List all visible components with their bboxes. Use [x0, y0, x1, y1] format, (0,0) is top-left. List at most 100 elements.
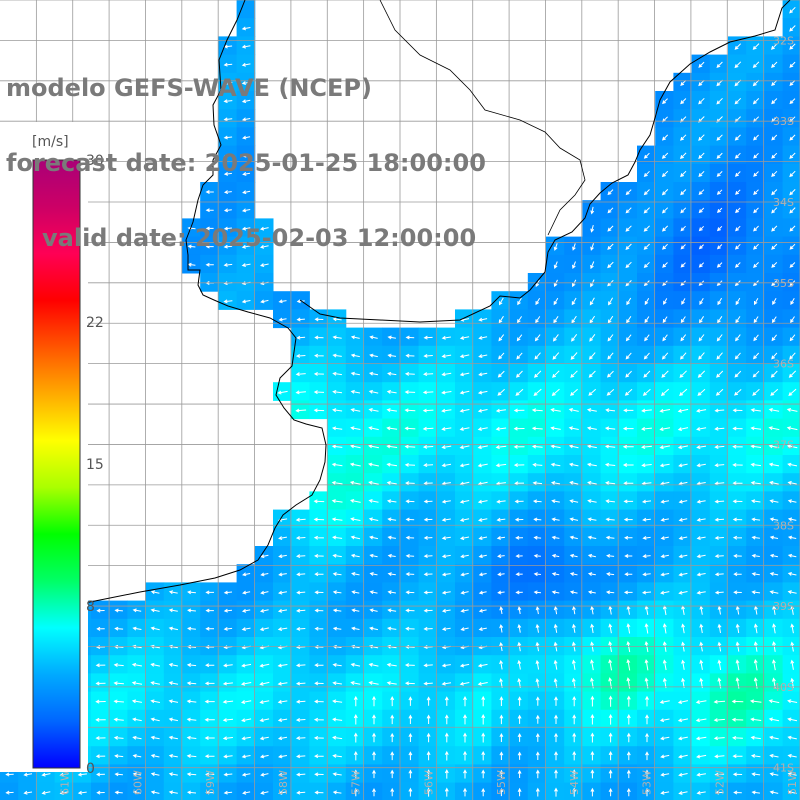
- wind-cell: [345, 764, 365, 784]
- wind-cell: [473, 782, 492, 800]
- wind-cell: [746, 345, 765, 365]
- wind-cell: [782, 345, 800, 365]
- wind-arrow: [113, 717, 124, 722]
- wind-cell: [364, 764, 383, 784]
- wind-arrow: [278, 536, 287, 540]
- wind-arrow: [368, 499, 379, 503]
- wind-arrow: [605, 499, 615, 504]
- wind-arrow: [459, 536, 470, 541]
- wind-cell: [163, 673, 183, 693]
- wind-cell: [254, 291, 274, 310]
- wind-cell: [273, 691, 292, 711]
- wind-arrow: [423, 353, 433, 358]
- wind-cell: [618, 618, 638, 638]
- wind-cell: [655, 491, 674, 511]
- wind-cell: [327, 564, 347, 583]
- wind-arrow: [786, 444, 798, 449]
- wind-cell: [746, 254, 765, 274]
- wind-arrow: [296, 572, 306, 577]
- wind-arrow: [714, 499, 725, 504]
- lat-label: 32S: [773, 34, 794, 47]
- wind-cell: [655, 546, 674, 565]
- wind-cell: [655, 418, 674, 438]
- wind-cell: [418, 400, 438, 420]
- wind-cell: [436, 764, 456, 784]
- wind-cell: [455, 455, 474, 474]
- wind-arrow: [677, 427, 689, 431]
- wind-arrow: [187, 262, 196, 267]
- wind-cell: [418, 691, 438, 711]
- wind-cell: [182, 582, 201, 602]
- wind-cell: [618, 236, 638, 256]
- wind-arrow: [295, 408, 307, 413]
- wind-arrow: [696, 499, 706, 504]
- forecast-date: forecast date: 2025-01-25 18:00:00: [6, 149, 486, 177]
- wind-cell: [345, 418, 365, 438]
- wind-cell: [637, 473, 656, 492]
- wind-arrow: [608, 605, 613, 615]
- wind-cell: [764, 491, 784, 511]
- wind-arrow: [514, 481, 525, 486]
- wind-arrow: [332, 699, 343, 704]
- wind-arrow: [731, 717, 744, 722]
- wind-cell: [691, 436, 711, 456]
- wind-arrow: [241, 99, 251, 104]
- wind-arrow: [77, 772, 87, 777]
- wind-arrow: [114, 772, 123, 777]
- wind-cell: [418, 746, 438, 765]
- wind-arrow: [787, 572, 797, 576]
- wind-cell: [218, 655, 238, 674]
- wind-cell: [236, 254, 256, 274]
- wind-cell: [709, 364, 729, 383]
- wind-arrow: [714, 790, 724, 795]
- wind-cell: [709, 709, 729, 729]
- wind-arrow: [769, 499, 779, 504]
- wind-cell: [309, 345, 329, 365]
- wind-cell: [527, 709, 547, 729]
- wind-arrow: [717, 605, 722, 615]
- wind-arrow: [242, 190, 251, 195]
- wind-cell: [600, 764, 620, 784]
- wind-cell: [491, 546, 511, 565]
- wind-arrow: [313, 408, 325, 413]
- lon-label: 58W: [277, 770, 290, 795]
- wind-cell: [655, 618, 674, 638]
- wind-cell: [145, 673, 165, 693]
- wind-arrow: [734, 370, 742, 378]
- wind-arrow: [753, 207, 759, 214]
- wind-cell: [746, 564, 765, 583]
- wind-arrow: [660, 499, 670, 504]
- lon-label: 59W: [204, 770, 217, 795]
- wind-arrow: [96, 626, 105, 631]
- wind-arrow: [587, 535, 597, 540]
- wind-cell: [527, 546, 547, 565]
- wind-cell: [728, 364, 747, 383]
- wind-arrow: [587, 590, 596, 595]
- wind-arrow: [205, 590, 214, 595]
- wind-arrow: [641, 445, 652, 450]
- wind-arrow: [481, 787, 486, 797]
- wind-cell: [418, 546, 438, 565]
- wind-arrow: [569, 553, 578, 558]
- wind-cell: [746, 491, 765, 511]
- wind-cell: [618, 782, 638, 800]
- wind-arrow: [441, 335, 451, 340]
- wind-arrow: [95, 645, 106, 650]
- wind-cell: [273, 382, 292, 401]
- wind-arrow: [168, 699, 179, 704]
- wind-arrow: [787, 480, 797, 485]
- lat-label: 33S: [773, 115, 794, 128]
- wind-cell: [236, 618, 256, 638]
- wind-cell: [436, 491, 456, 511]
- wind-arrow: [441, 627, 451, 631]
- wind-arrow: [517, 696, 522, 706]
- wind-cell: [527, 673, 547, 693]
- wind-arrow: [535, 606, 540, 615]
- wind-cell: [491, 309, 511, 329]
- wind-cell: [600, 254, 620, 274]
- wind-arrow: [426, 696, 431, 706]
- wind-arrow: [314, 772, 324, 777]
- wind-arrow: [478, 536, 488, 540]
- wind-arrow: [150, 772, 160, 777]
- wind-arrow: [278, 754, 287, 759]
